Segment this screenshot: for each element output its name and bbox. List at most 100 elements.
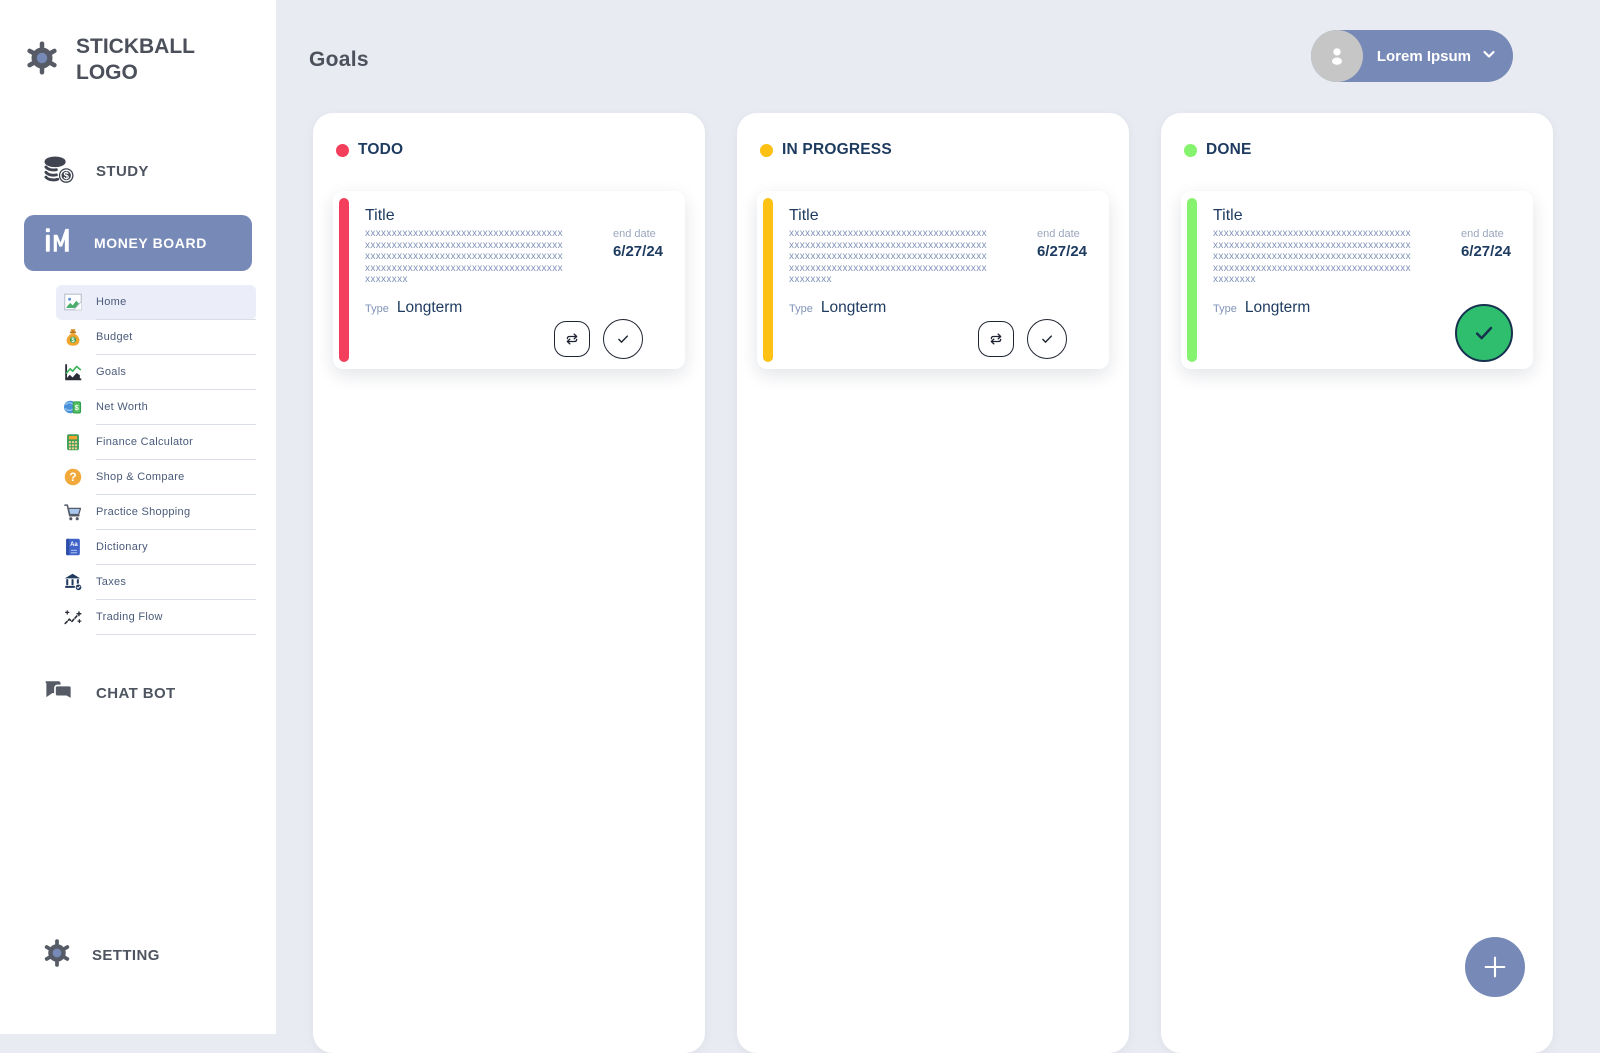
column-in-progress: IN PROGRESS Title xxxxxxxxxxxxxxxxxxxxxx… bbox=[737, 113, 1129, 1053]
goal-card[interactable]: Title xxxxxxxxxxxxxxxxxxxxxxxxxxxxxxxxxx… bbox=[757, 191, 1109, 369]
swap-arrows-icon bbox=[566, 333, 578, 345]
check-icon bbox=[1475, 326, 1493, 340]
end-date-label: end date bbox=[1460, 228, 1504, 240]
end-date-value: 6/27/24 bbox=[1036, 243, 1087, 260]
chat-bot-label: CHAT BOT bbox=[96, 685, 176, 702]
svg-text:?: ? bbox=[69, 470, 76, 484]
card-accent-bar bbox=[763, 198, 773, 362]
sidebar-item-label: Goals bbox=[96, 365, 127, 378]
sidebar-item-money-board[interactable]: MONEY BOARD bbox=[24, 214, 252, 271]
sidebar-item-label: Finance Calculator bbox=[96, 435, 194, 448]
swap-arrows-icon bbox=[990, 333, 1002, 345]
sidebar-item-net-worth[interactable]: $ Net Worth bbox=[56, 390, 256, 425]
sidebar-item-label: Dictionary bbox=[96, 540, 148, 553]
end-date-value: 6/27/24 bbox=[1460, 243, 1511, 260]
gear-logo-icon bbox=[24, 40, 60, 81]
setting-label: SETTING bbox=[92, 946, 160, 964]
sidebar-item-budget[interactable]: $ Budget bbox=[56, 320, 256, 355]
sidebar-item-label: Shop & Compare bbox=[96, 470, 185, 483]
sidebar-item-dictionary[interactable]: Aa Dictionary bbox=[56, 530, 256, 565]
column-name: IN PROGRESS bbox=[782, 141, 892, 158]
money-board-m-icon bbox=[40, 223, 74, 262]
user-name: Lorem Ipsum bbox=[1376, 47, 1471, 65]
type-value: Longterm bbox=[1244, 298, 1311, 316]
todo-status-dot bbox=[336, 143, 349, 157]
page-title: Goals bbox=[309, 48, 369, 71]
in-progress-status-dot bbox=[760, 143, 773, 157]
sidebar-item-label: Budget bbox=[96, 330, 133, 343]
complete-card-button[interactable] bbox=[603, 319, 643, 359]
shopping-cart-icon bbox=[62, 501, 84, 523]
sidebar-item-shop-compare[interactable]: ? Shop & Compare bbox=[56, 460, 256, 495]
complete-card-button[interactable] bbox=[1027, 319, 1067, 359]
check-icon bbox=[618, 335, 629, 343]
type-value: Longterm bbox=[820, 298, 887, 316]
gear-icon bbox=[42, 938, 72, 973]
check-icon bbox=[1042, 335, 1053, 343]
type-label: Type bbox=[365, 302, 389, 315]
type-label: Type bbox=[789, 302, 813, 315]
move-card-button[interactable] bbox=[978, 321, 1014, 357]
dictionary-book-icon: Aa bbox=[62, 536, 84, 558]
card-description: xxxxxxxxxxxxxxxxxxxxxxxxxxxxxxxxxxxxx xx… bbox=[789, 228, 987, 285]
done-status-dot bbox=[1184, 143, 1197, 157]
column-name: DONE bbox=[1206, 141, 1252, 158]
card-accent-bar bbox=[339, 198, 349, 362]
sidebar-item-label: Home bbox=[96, 295, 127, 308]
sidebar-item-chat-bot[interactable]: CHAT BOT bbox=[0, 677, 276, 711]
bank-icon bbox=[62, 571, 84, 593]
logo-text: STICKBALL LOGO bbox=[76, 35, 195, 85]
kanban-board: TODO Title xxxxxxxxxxxxxxxxxxxxxxxxxxxxx… bbox=[313, 113, 1553, 1053]
end-date-value: 6/27/24 bbox=[612, 243, 663, 260]
money-board-submenu: Home $ Budget G bbox=[56, 284, 256, 635]
coins-icon: $ bbox=[42, 153, 76, 190]
question-circle-icon: ? bbox=[62, 466, 84, 488]
type-value: Longterm bbox=[396, 298, 463, 316]
sidebar-item-practice-shopping[interactable]: Practice Shopping bbox=[56, 495, 256, 530]
app-logo: STICKBALL LOGO bbox=[0, 0, 276, 87]
type-label: Type bbox=[1213, 302, 1237, 315]
column-name: TODO bbox=[358, 141, 404, 158]
goal-card[interactable]: Title xxxxxxxxxxxxxxxxxxxxxxxxxxxxxxxxxx… bbox=[333, 191, 685, 369]
chevron-down-icon bbox=[1481, 46, 1497, 67]
end-date-label: end date bbox=[612, 228, 656, 240]
sidebar-item-setting[interactable]: SETTING bbox=[0, 938, 276, 972]
column-todo: TODO Title xxxxxxxxxxxxxxxxxxxxxxxxxxxxx… bbox=[313, 113, 705, 1053]
broken-image-icon bbox=[62, 291, 84, 313]
plus-icon bbox=[1484, 956, 1506, 978]
column-done: DONE Title xxxxxxxxxxxxxxxxxxxxxxxxxxxxx… bbox=[1161, 113, 1553, 1053]
card-title: Title bbox=[365, 207, 395, 224]
column-todo-header: TODO bbox=[333, 141, 685, 159]
main-content: Goals Lorem Ipsum TODO Title bbox=[276, 0, 1600, 1053]
sidebar-item-label: Trading Flow bbox=[96, 610, 163, 623]
move-card-button[interactable] bbox=[554, 321, 590, 357]
sidebar-item-study[interactable]: $ STUDY bbox=[0, 155, 276, 189]
completed-check-button[interactable] bbox=[1455, 304, 1513, 362]
add-goal-button[interactable] bbox=[1465, 937, 1525, 997]
end-date-label: end date bbox=[1036, 228, 1080, 240]
svg-text:$: $ bbox=[71, 338, 75, 344]
sidebar-item-trading-flow[interactable]: Trading Flow bbox=[56, 600, 256, 635]
sidebar-item-goals[interactable]: Goals bbox=[56, 355, 256, 390]
study-label: STUDY bbox=[96, 163, 149, 180]
globe-dollar-icon: $ bbox=[62, 396, 84, 418]
card-description: xxxxxxxxxxxxxxxxxxxxxxxxxxxxxxxxxxxxx xx… bbox=[1213, 228, 1411, 285]
card-accent-bar bbox=[1187, 198, 1197, 362]
svg-text:$: $ bbox=[75, 403, 79, 412]
sidebar-item-label: Net Worth bbox=[96, 400, 149, 413]
sidebar-item-home[interactable]: Home bbox=[56, 284, 256, 320]
svg-text:Aa: Aa bbox=[70, 542, 78, 548]
card-title: Title bbox=[789, 207, 819, 224]
sidebar-item-taxes[interactable]: Taxes bbox=[56, 565, 256, 600]
user-menu[interactable]: Lorem Ipsum bbox=[1310, 30, 1513, 82]
money-board-label: MONEY BOARD bbox=[94, 234, 207, 251]
chat-bubbles-icon bbox=[42, 676, 76, 711]
sidebar-item-label: Taxes bbox=[96, 575, 127, 588]
sidebar: STICKBALL LOGO $ STUDY bbox=[0, 0, 276, 1034]
trading-scatter-icon bbox=[62, 606, 84, 628]
card-description: xxxxxxxxxxxxxxxxxxxxxxxxxxxxxxxxxxxxx xx… bbox=[365, 228, 563, 285]
sidebar-item-finance-calculator[interactable]: Finance Calculator bbox=[56, 425, 256, 460]
goal-card[interactable]: Title xxxxxxxxxxxxxxxxxxxxxxxxxxxxxxxxxx… bbox=[1181, 191, 1533, 369]
chart-line-icon bbox=[62, 361, 84, 383]
column-done-header: DONE bbox=[1181, 141, 1533, 159]
